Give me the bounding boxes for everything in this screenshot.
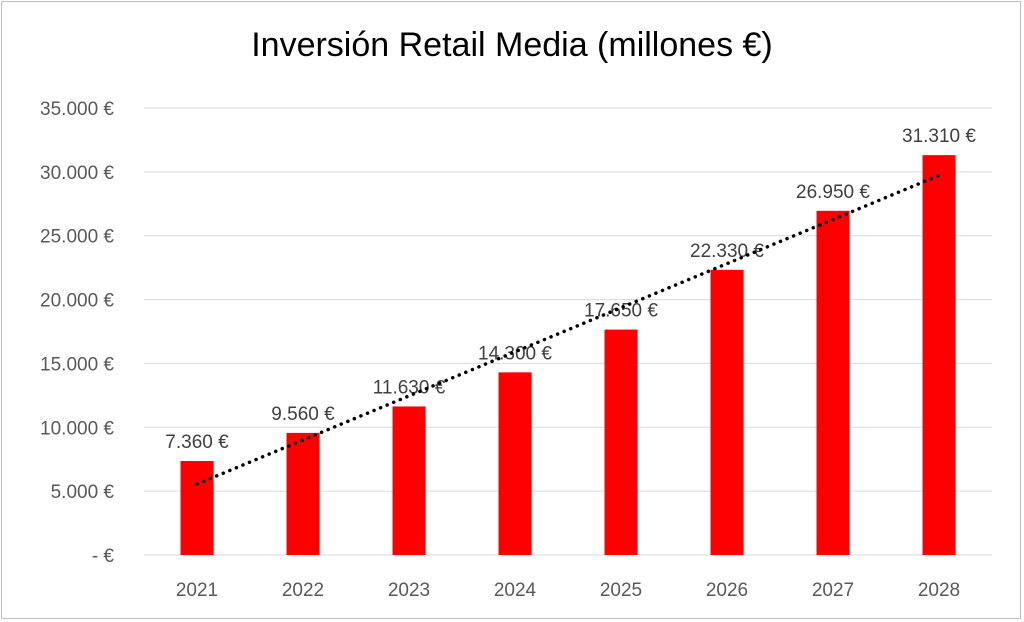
- bar: [604, 329, 638, 555]
- y-tick-label: 20.000 €: [40, 291, 114, 312]
- bar: [392, 406, 426, 555]
- data-label: 14.300 €: [478, 343, 552, 364]
- bar: [180, 461, 214, 555]
- data-label: 11.630 €: [373, 377, 446, 398]
- x-tick-label: 2024: [494, 580, 537, 601]
- y-tick-label: 10.000 €: [40, 418, 114, 439]
- data-label: 17.650 €: [584, 301, 658, 322]
- y-tick-label: - €: [92, 546, 115, 567]
- y-tick-label: 35.000 €: [40, 99, 114, 120]
- data-label: 9.560 €: [271, 404, 335, 425]
- data-label: 26.950 €: [796, 182, 870, 203]
- data-label: 22.330 €: [690, 241, 764, 262]
- trendline: [195, 173, 941, 486]
- y-tick-label: 30.000 €: [40, 163, 114, 184]
- bar: [922, 155, 956, 555]
- x-tick-label: 2023: [388, 580, 430, 601]
- bar: [816, 210, 850, 555]
- x-tick-label: 2026: [706, 580, 748, 601]
- bar: [710, 269, 744, 555]
- y-tick-label: 15.000 €: [40, 354, 114, 375]
- x-tick-label: 2025: [600, 580, 642, 601]
- bar: [498, 372, 532, 555]
- data-label: 7.360 €: [165, 432, 229, 453]
- x-tick-label: 2028: [918, 580, 960, 601]
- y-tick-label: 5.000 €: [51, 482, 115, 503]
- y-tick-label: 25.000 €: [40, 227, 114, 248]
- x-tick-label: 2021: [176, 580, 218, 601]
- chart-title: Inversión Retail Media (millones €): [251, 26, 773, 64]
- bar: [286, 432, 320, 555]
- x-tick-label: 2027: [812, 580, 854, 601]
- data-label: 31.310 €: [902, 126, 976, 147]
- x-tick-label: 2022: [282, 580, 324, 601]
